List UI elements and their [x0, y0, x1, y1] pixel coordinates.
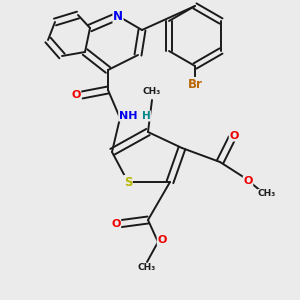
Text: O: O: [229, 131, 239, 141]
Text: O: O: [71, 90, 81, 100]
Text: CH₃: CH₃: [258, 190, 276, 199]
Text: O: O: [243, 176, 253, 186]
Text: NH: NH: [119, 111, 137, 121]
Text: O: O: [157, 235, 167, 245]
Text: S: S: [124, 176, 132, 188]
Text: N: N: [113, 10, 123, 22]
Text: O: O: [111, 219, 121, 229]
Text: Br: Br: [188, 77, 202, 91]
Text: H: H: [142, 111, 150, 121]
Text: CH₃: CH₃: [143, 88, 161, 97]
Text: CH₃: CH₃: [138, 263, 156, 272]
